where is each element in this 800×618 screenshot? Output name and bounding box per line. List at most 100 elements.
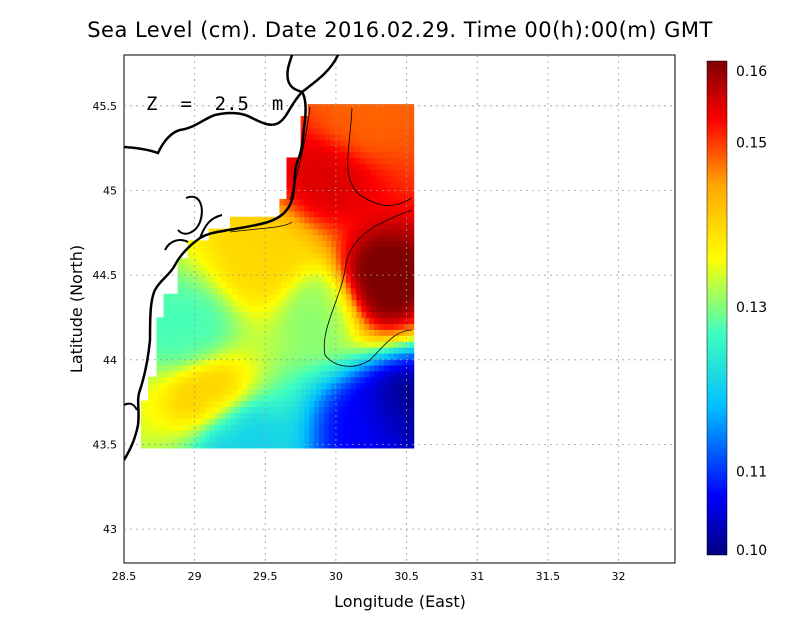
field-cell — [271, 275, 278, 283]
field-cell — [349, 323, 355, 330]
field-cell — [378, 436, 384, 443]
field-cell — [301, 270, 307, 277]
field-cell — [254, 441, 261, 449]
field-cell — [400, 157, 406, 164]
field-cell — [323, 222, 330, 230]
field-cell — [156, 353, 163, 360]
field-cell — [333, 204, 340, 212]
field-cell — [350, 382, 357, 390]
field-cell — [140, 430, 147, 437]
field-cell — [196, 353, 202, 360]
field-cell — [398, 323, 405, 330]
field-cell — [195, 441, 201, 449]
field-cell — [237, 264, 243, 271]
field-cell — [222, 287, 228, 295]
field-cell — [394, 133, 401, 141]
field-cell — [347, 104, 353, 111]
field-cell — [395, 264, 401, 271]
field-cell — [345, 246, 352, 253]
field-cell — [374, 323, 380, 330]
field-cell — [232, 275, 238, 283]
field-cell — [247, 299, 254, 307]
field-cell — [327, 104, 333, 111]
field-cell — [365, 252, 372, 259]
field-cell — [348, 222, 355, 230]
field-cell — [333, 418, 340, 425]
field-cell — [294, 204, 300, 212]
field-cell — [267, 293, 273, 301]
field-cell — [191, 370, 197, 378]
field-cell — [321, 163, 327, 170]
field-cell — [256, 270, 263, 277]
field-cell — [325, 115, 331, 123]
field-cell — [378, 441, 384, 449]
field-cell — [369, 347, 375, 354]
field-cell — [200, 441, 206, 449]
field-cell — [341, 305, 348, 313]
field-cell — [370, 157, 377, 164]
field-cell — [279, 198, 285, 206]
field-cell — [220, 412, 226, 419]
field-cell — [299, 418, 305, 425]
field-cell — [171, 347, 177, 354]
field-cell — [412, 441, 415, 449]
field-cell — [150, 436, 157, 443]
field-cell — [353, 418, 360, 425]
field-cell — [294, 358, 301, 366]
field-cell — [181, 329, 187, 336]
field-cell — [237, 246, 243, 253]
field-cell — [405, 287, 411, 295]
field-cell — [225, 436, 231, 443]
field-cell — [364, 341, 370, 348]
field-cell — [215, 329, 222, 336]
field-cell — [215, 370, 222, 378]
field-cell — [286, 258, 293, 265]
field-cell — [345, 388, 352, 396]
field-cell — [383, 430, 389, 437]
field-cell — [380, 252, 386, 259]
field-cell — [256, 246, 263, 253]
field-cell — [410, 305, 415, 313]
field-cell — [155, 406, 162, 413]
field-cell — [354, 121, 361, 129]
field-cell — [272, 293, 278, 301]
field-cell — [393, 358, 400, 366]
field-cell — [409, 145, 415, 153]
field-cell — [389, 133, 396, 141]
field-cell — [326, 299, 333, 307]
field-cell — [196, 347, 202, 354]
field-cell — [379, 347, 385, 354]
field-cell — [355, 252, 362, 259]
field-cell — [286, 163, 293, 170]
field-cell — [388, 347, 395, 354]
field-cell — [225, 400, 231, 407]
field-cell — [150, 406, 157, 413]
field-cell — [350, 246, 357, 253]
field-cell — [337, 228, 343, 236]
field-cell — [379, 323, 385, 330]
field-cell — [200, 400, 206, 407]
field-cell — [276, 270, 283, 277]
field-cell — [207, 275, 213, 283]
field-cell — [249, 430, 256, 437]
field-cell — [348, 430, 355, 437]
field-cell — [220, 353, 227, 360]
field-cell — [296, 169, 302, 176]
field-cell — [412, 400, 415, 407]
field-cell — [350, 151, 356, 159]
field-cell — [294, 424, 300, 431]
field-cell — [222, 275, 228, 283]
field-cell — [171, 341, 177, 348]
field-cell — [289, 436, 295, 443]
field-cell — [384, 145, 391, 153]
field-cell — [404, 133, 410, 141]
field-cell — [410, 252, 415, 259]
field-cell — [296, 394, 302, 402]
field-cell — [310, 127, 317, 135]
y-tick-label: 45 — [103, 184, 117, 197]
field-cell — [316, 394, 322, 402]
field-cell — [370, 275, 377, 283]
field-cell — [364, 370, 370, 378]
field-cell — [234, 406, 241, 413]
field-cell — [166, 317, 172, 324]
